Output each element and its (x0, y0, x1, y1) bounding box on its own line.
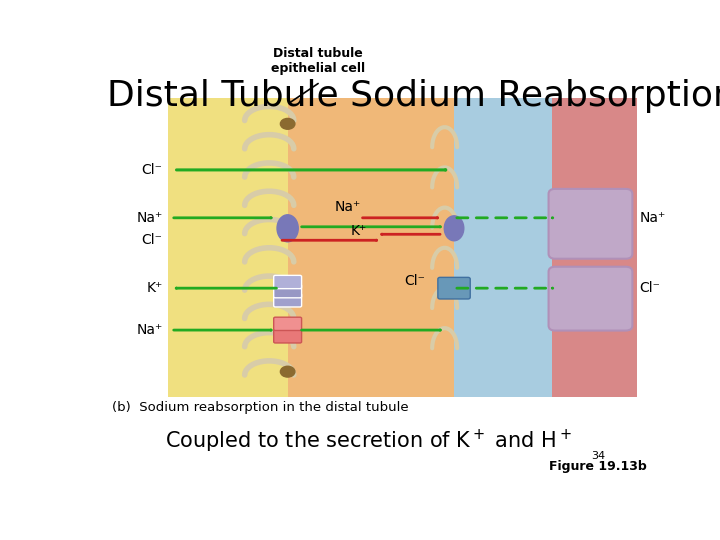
Text: (b)  Sodium reabsorption in the distal tubule: (b) Sodium reabsorption in the distal tu… (112, 401, 409, 414)
Text: Na⁺: Na⁺ (136, 211, 163, 225)
FancyBboxPatch shape (168, 98, 288, 397)
FancyBboxPatch shape (438, 278, 470, 299)
Text: Na⁺: Na⁺ (639, 211, 666, 225)
FancyBboxPatch shape (454, 98, 552, 397)
Text: K⁺: K⁺ (351, 224, 367, 238)
Text: Cl⁻: Cl⁻ (404, 274, 425, 288)
Ellipse shape (277, 215, 298, 242)
Text: Coupled to the secretion of K$^+$ and H$^+$: Coupled to the secretion of K$^+$ and H$… (166, 428, 572, 455)
Text: Figure 19.13b: Figure 19.13b (549, 460, 647, 472)
FancyBboxPatch shape (274, 285, 302, 298)
FancyBboxPatch shape (552, 98, 637, 397)
Text: Cl⁻: Cl⁻ (142, 163, 163, 177)
Circle shape (280, 366, 295, 377)
FancyBboxPatch shape (549, 267, 632, 330)
Circle shape (280, 118, 295, 129)
FancyBboxPatch shape (274, 294, 302, 307)
Text: 34: 34 (590, 451, 605, 461)
FancyBboxPatch shape (274, 317, 302, 330)
Text: K⁺: K⁺ (146, 281, 163, 295)
Text: Cl⁻: Cl⁻ (639, 281, 661, 295)
FancyBboxPatch shape (274, 329, 302, 343)
FancyBboxPatch shape (288, 98, 454, 397)
Text: Na⁺: Na⁺ (334, 200, 361, 214)
Text: Na⁺: Na⁺ (136, 323, 163, 337)
Text: Cl⁻: Cl⁻ (142, 233, 163, 247)
Text: Distal tubule
epithelial cell: Distal tubule epithelial cell (271, 47, 365, 75)
FancyBboxPatch shape (549, 189, 632, 259)
Ellipse shape (444, 216, 464, 241)
Text: Distal Tubule Sodium Reabsorption: Distal Tubule Sodium Reabsorption (107, 79, 720, 113)
FancyBboxPatch shape (274, 275, 302, 289)
